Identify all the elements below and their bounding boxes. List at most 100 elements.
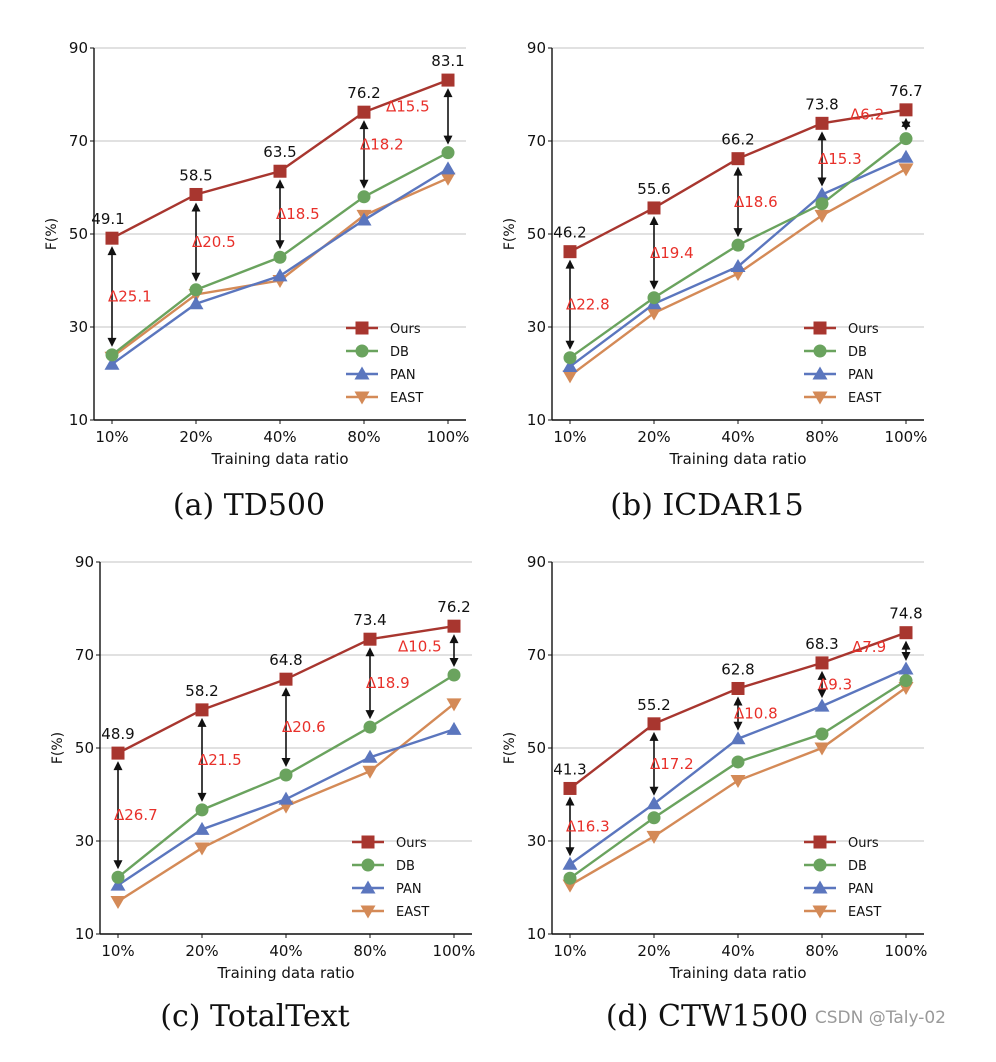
data-point-pan bbox=[814, 698, 830, 712]
delta-arrow-head-up bbox=[365, 647, 375, 657]
series-db bbox=[563, 132, 913, 365]
data-point-ours bbox=[363, 632, 377, 646]
data-point-east bbox=[362, 765, 378, 779]
x-tick-label: 20% bbox=[179, 428, 212, 446]
data-point-east bbox=[446, 698, 462, 712]
delta-arrow-head-down bbox=[449, 657, 459, 667]
series-ours bbox=[563, 626, 913, 795]
value-label: 49.1 bbox=[91, 210, 124, 228]
data-point-east bbox=[814, 209, 830, 223]
delta-arrows bbox=[107, 88, 453, 347]
delta-arrow-head-up bbox=[817, 131, 827, 141]
legend-label-db: DB bbox=[396, 859, 415, 874]
y-tick-label: 30 bbox=[527, 832, 546, 850]
value-label: 48.9 bbox=[101, 725, 134, 743]
data-point-pan bbox=[814, 186, 830, 200]
value-label: 76.2 bbox=[347, 84, 380, 102]
series-ours bbox=[105, 73, 455, 245]
chart-svg-ctw1500: 10 30 50 70 90 10% 20% 40% 80% 100% Training data … bbox=[502, 553, 928, 982]
data-point-ours bbox=[111, 746, 125, 760]
legend-label-ours: Ours bbox=[396, 836, 427, 851]
x-tick-label: 80% bbox=[353, 942, 386, 960]
delta-arrow-head-down bbox=[733, 721, 743, 731]
legend-label-east: EAST bbox=[848, 391, 881, 406]
delta-label: Δ21.5 bbox=[198, 751, 242, 769]
x-tick-label: 80% bbox=[805, 428, 838, 446]
data-point-pan bbox=[110, 877, 126, 891]
value-label: 55.6 bbox=[637, 180, 670, 198]
delta-arrow-head-down bbox=[817, 689, 827, 699]
delta-arrow-head-up bbox=[733, 166, 743, 176]
delta-arrow-head-up bbox=[113, 761, 123, 771]
data-point-pan bbox=[356, 212, 372, 226]
delta-arrow-head-up bbox=[449, 634, 459, 644]
delta-arrows bbox=[565, 640, 911, 857]
delta-arrow-head-down bbox=[197, 792, 207, 802]
delta-label: Δ18.9 bbox=[366, 674, 410, 692]
data-point-db bbox=[731, 238, 745, 252]
data-point-db bbox=[815, 727, 829, 741]
data-point-ours bbox=[441, 73, 455, 87]
x-tick-label: 10% bbox=[553, 428, 586, 446]
y-axis-label: F(%) bbox=[50, 732, 66, 764]
legend-marker-ours bbox=[813, 835, 827, 849]
delta-arrow-head-down bbox=[901, 651, 911, 661]
data-point-pan bbox=[562, 359, 578, 373]
data-point-db bbox=[731, 755, 745, 769]
delta-arrow-head-up bbox=[565, 796, 575, 806]
chart-svg-icdar15: 10 30 50 70 90 10% 20% 40% 80% 100% Training data … bbox=[502, 39, 927, 468]
data-point-pan bbox=[272, 268, 288, 282]
legend-label-pan: PAN bbox=[396, 882, 422, 897]
x-tick-label: 40% bbox=[263, 428, 296, 446]
delta-arrow-head-down bbox=[901, 121, 911, 131]
data-point-pan bbox=[646, 796, 662, 810]
legend-label-east: EAST bbox=[848, 905, 881, 920]
y-axis-label: F(%) bbox=[502, 218, 518, 250]
delta-arrow-head-up bbox=[649, 215, 659, 225]
delta-label: Δ17.2 bbox=[650, 755, 694, 773]
delta-label: Δ7.9 bbox=[852, 638, 886, 656]
legend-marker-east bbox=[812, 905, 828, 919]
legend-marker-ours bbox=[813, 321, 827, 335]
x-axis-label: Training data ratio bbox=[216, 964, 354, 982]
data-point-ours bbox=[899, 626, 913, 640]
series-db bbox=[111, 668, 461, 884]
legend-marker-pan bbox=[812, 366, 828, 380]
delta-arrow-head-down bbox=[107, 337, 117, 347]
legend-label-ours: Ours bbox=[848, 322, 879, 337]
data-point-pan bbox=[898, 661, 914, 675]
legend-marker-pan bbox=[354, 366, 370, 380]
delta-label: Δ26.7 bbox=[114, 806, 158, 824]
delta-label: Δ10.8 bbox=[734, 705, 778, 723]
delta-arrow-head-down bbox=[191, 272, 201, 282]
y-tick-label: 10 bbox=[527, 925, 546, 943]
x-tick-label: 10% bbox=[101, 942, 134, 960]
gridlines bbox=[552, 561, 924, 935]
y-tick-label: 10 bbox=[527, 411, 546, 429]
delta-arrow-head-up bbox=[817, 670, 827, 680]
delta-label: Δ16.3 bbox=[566, 817, 610, 835]
y-tick-label: 50 bbox=[527, 225, 546, 243]
value-label: 41.3 bbox=[553, 760, 586, 778]
data-point-db bbox=[815, 197, 829, 211]
data-point-db bbox=[357, 190, 371, 204]
data-point-db bbox=[363, 720, 377, 734]
data-point-east bbox=[646, 830, 662, 844]
data-point-db bbox=[447, 668, 461, 682]
data-point-db bbox=[195, 803, 209, 817]
data-point-pan bbox=[278, 791, 294, 805]
legend-marker-pan bbox=[812, 880, 828, 894]
delta-label: Δ18.2 bbox=[360, 135, 404, 153]
data-point-east bbox=[646, 307, 662, 321]
data-point-east bbox=[110, 895, 126, 909]
data-point-pan bbox=[362, 749, 378, 763]
delta-arrow-head-down bbox=[113, 860, 123, 870]
legend-marker-pan bbox=[360, 880, 376, 894]
y-tick-label: 50 bbox=[69, 225, 88, 243]
watermark-text: CSDN @Taly-02 bbox=[814, 1008, 946, 1028]
x-tick-label: 100% bbox=[885, 942, 928, 960]
data-point-ours bbox=[357, 105, 371, 119]
x-axis-label: Training data ratio bbox=[210, 450, 348, 468]
delta-label: Δ19.4 bbox=[650, 244, 694, 262]
data-point-db bbox=[111, 870, 125, 884]
